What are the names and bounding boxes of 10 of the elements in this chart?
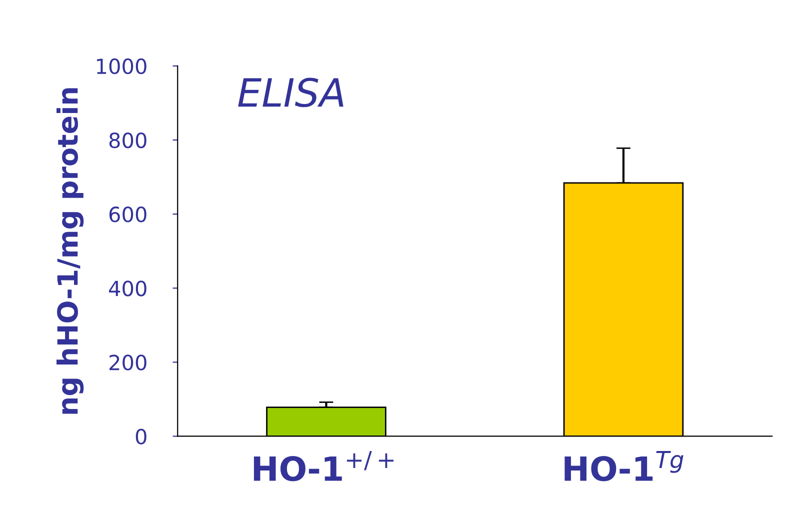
y-tick-label: 800 — [109, 132, 146, 148]
y-tick-label: 0 — [136, 428, 146, 444]
x-tick-label: HO-1$^{Tg}$ — [564, 451, 684, 482]
y-tick-label: 200 — [110, 354, 146, 370]
y-axis-title: ng hHO-1/mg protein — [56, 88, 84, 414]
y-tick-label: 400 — [109, 280, 146, 296]
x-tick-label: HO-1$^{+/+}$ — [254, 451, 394, 482]
y-tick-label: 1000 — [97, 58, 146, 74]
y-tick-label: 600 — [109, 206, 146, 222]
chart-title: ELISA — [238, 78, 344, 108]
